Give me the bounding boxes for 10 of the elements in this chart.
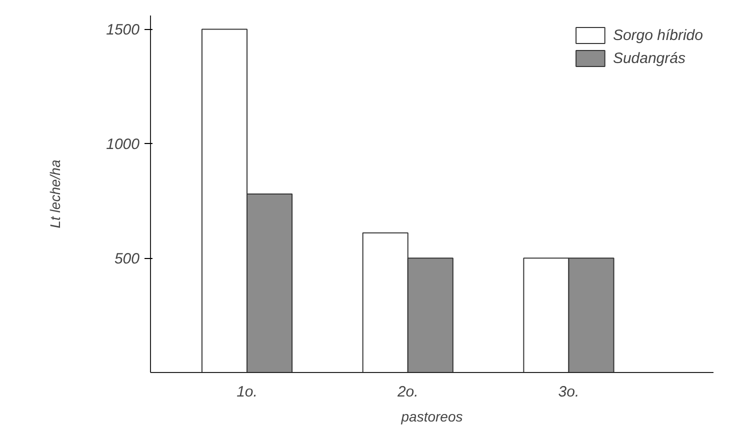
y-axis-title: Lt leche/ha [47, 160, 64, 228]
x-axis-title: pastoreos [400, 408, 463, 424]
y-tick-label: 500 [114, 250, 140, 268]
x-tick-label: 2o. [396, 384, 418, 400]
y-tick-label: 1500 [106, 22, 140, 39]
legend-label: Sorgo híbrido [612, 26, 703, 44]
legend-label: Sudangrás [612, 50, 686, 66]
y-tick-label: 1000 [106, 136, 140, 154]
x-tick-label: 3o. [558, 384, 580, 400]
x-tick-label: 1o. [236, 384, 258, 400]
